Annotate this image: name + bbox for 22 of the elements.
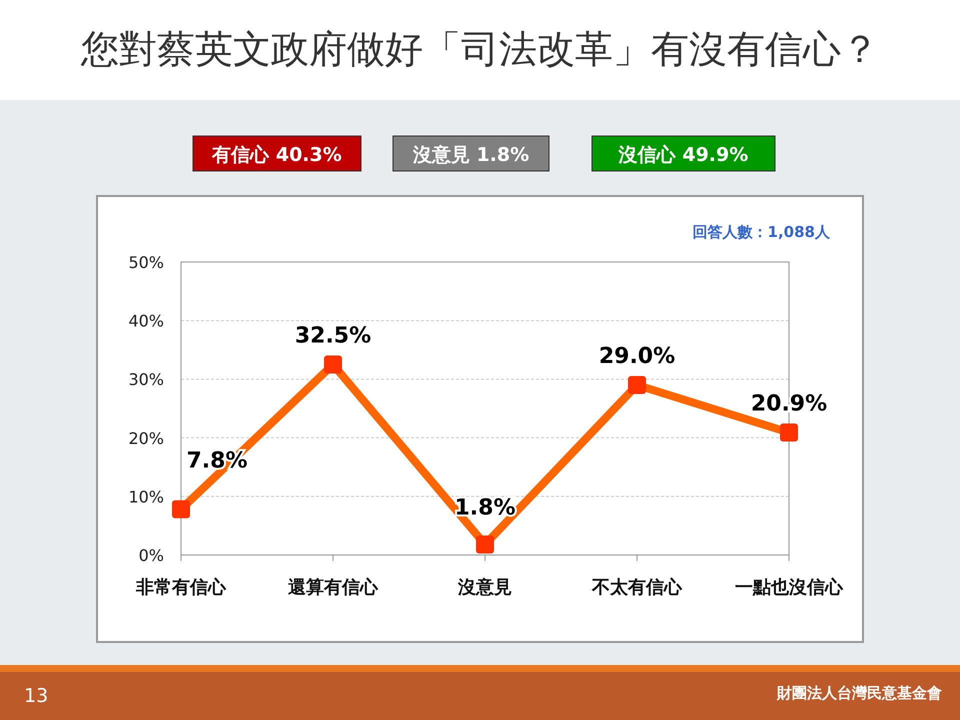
text: 沒意見 1.8% (412, 144, 530, 166)
y-tick-label: 20% (128, 428, 164, 448)
y-tick-label: 40% (128, 312, 164, 331)
text: 沒信心 49.9% (618, 144, 748, 166)
chart-title: 您對蔡英文政府做好「司法改革」有沒有信心？ (80, 27, 879, 71)
text: 有信心 40.3% (211, 144, 342, 166)
x-tick-label: 還算有信心 (288, 577, 379, 598)
x-tick-label: 不太有信心 (591, 577, 683, 598)
text: 32.5% (294, 324, 372, 349)
y-tick-label: 0% (138, 546, 164, 565)
text: 1.8% (454, 495, 516, 520)
x-tick-label: 非常有信心 (135, 577, 227, 598)
text: 13 (24, 685, 48, 707)
text: 財團法人台灣民意基金會 (776, 684, 942, 702)
y-tick-label: 30% (128, 370, 164, 390)
text: 29.0% (598, 344, 676, 370)
y-tick-label: 10% (128, 487, 164, 506)
x-tick-label: 一點也沒信心 (735, 577, 844, 598)
x-tick-label: 沒意見 (457, 577, 512, 598)
text: 20.9% (750, 392, 828, 417)
y-tick-label: 50% (128, 253, 164, 272)
text: 回答人數：1,088人 (692, 223, 831, 241)
